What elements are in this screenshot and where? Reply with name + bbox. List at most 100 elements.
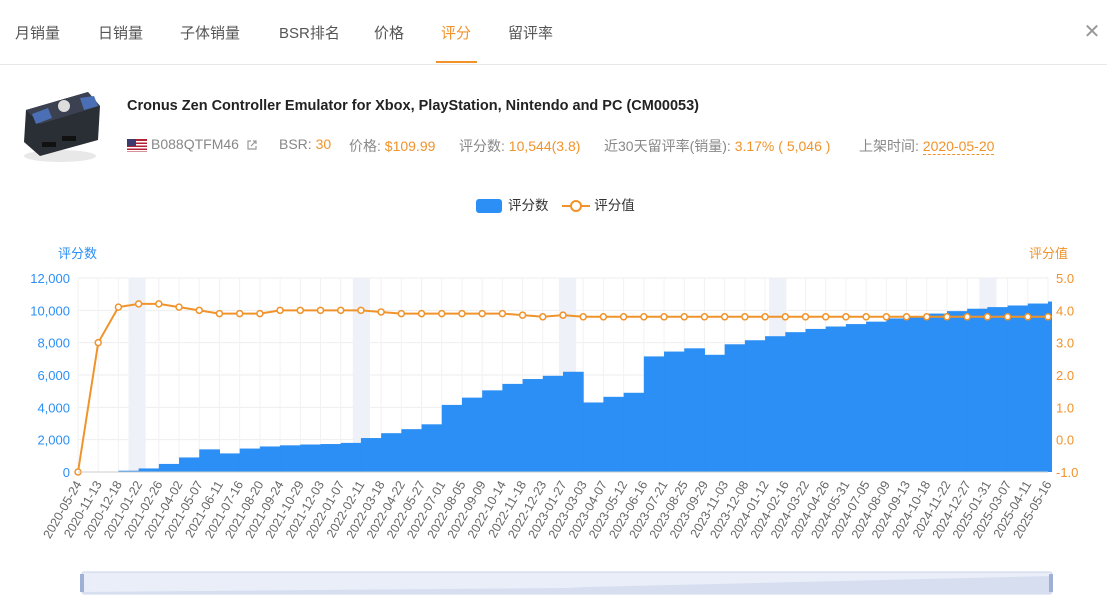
bar [360, 438, 382, 472]
rating-point [599, 313, 608, 321]
us-flag-icon [127, 138, 147, 152]
bar [1007, 305, 1029, 472]
rating-point [256, 309, 264, 318]
rating-point [478, 309, 486, 318]
rating-point [741, 313, 749, 321]
tab-rating[interactable]: 评分 [441, 25, 472, 42]
bar [825, 326, 847, 472]
zoom-slider-preview[interactable] [82, 576, 1052, 594]
bar [886, 318, 908, 472]
y2-tick-label: 3.0 [1056, 336, 1074, 351]
bar [603, 396, 625, 472]
y2-tick-label: -1.0 [1056, 465, 1078, 480]
y-axis-title: 评分数 [58, 246, 97, 261]
price-info: 价格: $109.99 [349, 138, 436, 154]
listed-date-link[interactable]: 2020-05-20 [922, 138, 995, 155]
y-tick-label: 6,000 [37, 368, 70, 383]
asin-link[interactable]: B088QTFM46 [151, 136, 239, 152]
bar [421, 424, 443, 472]
rating-point [882, 313, 891, 321]
y-tick-label: 12,000 [30, 271, 70, 286]
y2-tick-label: 4.0 [1056, 303, 1074, 318]
bar [765, 336, 786, 472]
chart-legend: 评分数 评分值 [476, 194, 635, 214]
listed-date-info: 上架时间: 2020-05-20 [859, 138, 995, 155]
tab-daily-sales[interactable]: 日销量 [98, 25, 144, 42]
bar [664, 351, 685, 472]
rating-point [720, 313, 729, 321]
product-title: Cronus Zen Controller Emulator for Xbox,… [127, 98, 700, 114]
tab-review-rate[interactable]: 留评率 [508, 25, 554, 42]
bar [340, 442, 362, 472]
y-tick-label: 4,000 [37, 400, 70, 415]
rating-point [559, 311, 567, 319]
bar [1027, 303, 1049, 472]
tab-child-sales[interactable]: 子体销量 [180, 25, 241, 42]
rating-point [539, 313, 547, 321]
zoom-slider-handle-left[interactable] [80, 574, 84, 592]
rating-point [781, 313, 790, 321]
external-link-icon[interactable] [246, 139, 258, 151]
bar [118, 470, 140, 472]
rating-point [134, 300, 143, 308]
y-tick-label: 10,000 [30, 303, 70, 318]
rating-point [821, 313, 830, 321]
rating-point [619, 313, 628, 321]
rating-point [1003, 313, 1012, 321]
legend-rating-value[interactable]: 评分值 [562, 194, 635, 214]
y2-tick-label: 0.0 [1056, 433, 1074, 448]
bar [563, 371, 584, 472]
rating-point [700, 313, 709, 321]
bar [502, 383, 524, 472]
bar [239, 448, 261, 472]
bar [441, 404, 463, 472]
bar [300, 444, 321, 472]
bar [744, 340, 766, 472]
bar [926, 313, 948, 472]
bar [542, 375, 564, 472]
rating-point [458, 309, 466, 318]
rating-point [518, 311, 527, 319]
tab-monthly-sales[interactable]: 月销量 [15, 25, 61, 42]
tab-bar: 月销量 日销量 子体销量 BSR排名 价格 评分 留评率 ✕ [0, 0, 1107, 65]
bar [866, 321, 887, 472]
rating-point [296, 306, 305, 315]
bar [946, 311, 968, 472]
y-tick-label: 2,000 [37, 433, 70, 448]
rating-point [660, 313, 668, 321]
rating-point [175, 303, 183, 311]
bar [785, 332, 806, 472]
rating-chart: 0 2,000 4,000 6,000 8,000 10,000 12,000 -1.0 0.0… [30, 246, 1078, 595]
rating-point [983, 313, 992, 321]
rating-point [801, 313, 810, 321]
bar [461, 397, 483, 472]
rating-point [438, 309, 446, 318]
highlight-band [128, 278, 146, 472]
bar [199, 449, 220, 472]
rating-point [417, 309, 426, 318]
tab-price[interactable]: 价格 [374, 25, 405, 42]
bar [623, 392, 645, 472]
highlight-band [352, 278, 371, 472]
bar [158, 463, 180, 472]
legend-line-swatch [562, 200, 591, 213]
rating-point [155, 300, 163, 308]
rating-point [316, 306, 325, 315]
bar [179, 457, 200, 472]
rating-point [902, 313, 911, 321]
rating-point [680, 313, 688, 321]
rating-point [377, 308, 385, 316]
bar [906, 315, 928, 472]
legend-ratings-count[interactable]: 评分数 [476, 194, 549, 214]
bar [643, 356, 665, 472]
zoom-slider-handle-right[interactable] [1049, 574, 1053, 592]
close-icon[interactable]: ✕ [1083, 21, 1101, 43]
bar [1048, 301, 1052, 472]
bar [704, 354, 726, 472]
tab-bsr-rank[interactable]: BSR排名 [279, 25, 340, 42]
rating-point [336, 306, 345, 315]
rating-point [357, 306, 365, 315]
rating-point [215, 309, 224, 318]
bar [320, 444, 342, 472]
review-rate-info: 近30天留评率(销量): 3.17% ( 5,046 ) [604, 138, 831, 154]
